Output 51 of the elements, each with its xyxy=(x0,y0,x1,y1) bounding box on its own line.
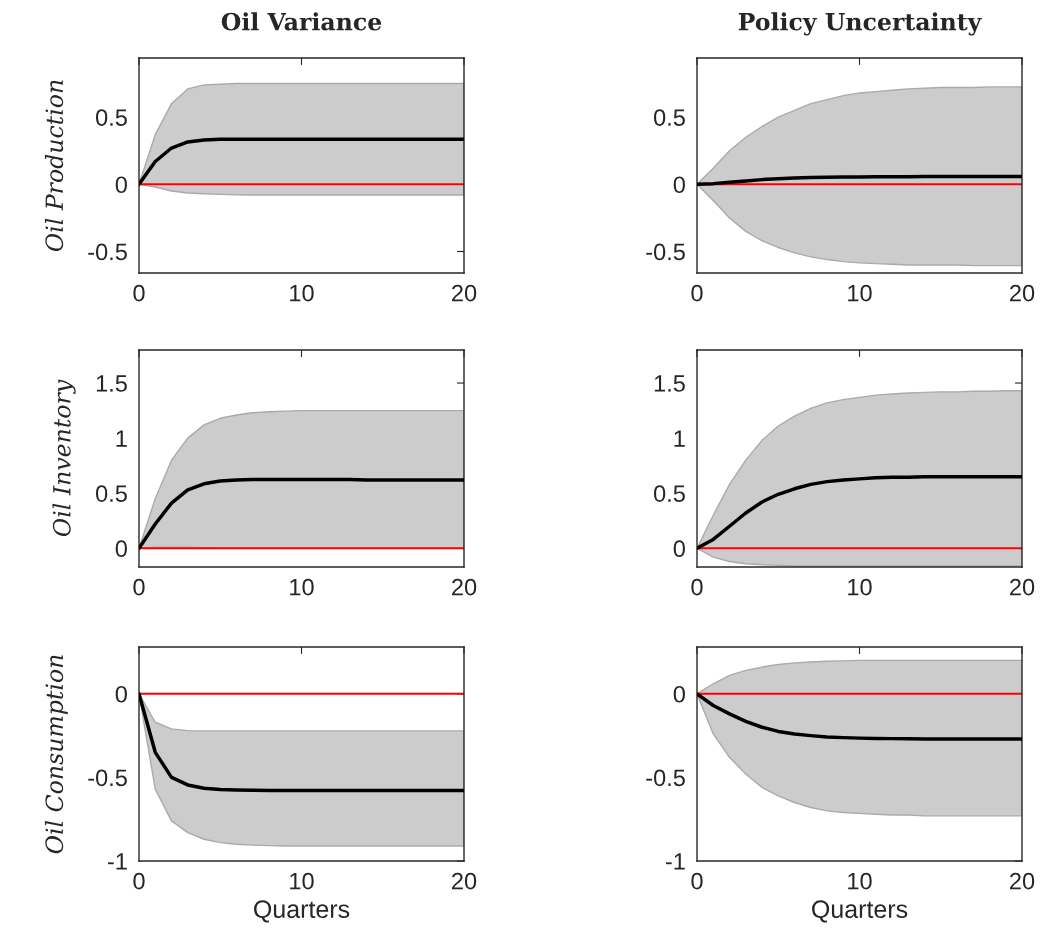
x-tick-label: 20 xyxy=(1010,284,1035,302)
y-tick-label: 0.5 xyxy=(653,109,685,126)
x-tick-label: 20 xyxy=(452,284,477,302)
y-tick-label: 0.5 xyxy=(95,109,127,126)
x-tick-label: 0 xyxy=(691,872,703,890)
x-axis-title: Quarters xyxy=(812,900,908,923)
x-tick-label: 10 xyxy=(848,284,872,302)
x-tick-label: 20 xyxy=(452,578,477,596)
y-tick-label: 0.5 xyxy=(653,485,685,502)
x-axis-title: Quarters xyxy=(254,900,350,923)
y-tick-label: 0 xyxy=(115,176,127,194)
y-tick-label: 0 xyxy=(115,540,127,558)
line-series xyxy=(697,692,1022,741)
x-tick-label: 0 xyxy=(691,284,703,302)
y-tick-label: -0.5 xyxy=(88,243,127,261)
x-tick-label: 0 xyxy=(691,578,703,596)
y-tick-label: -0.5 xyxy=(646,243,685,261)
x-tick-label: 20 xyxy=(1010,872,1035,890)
x-tick-label: 10 xyxy=(290,284,314,302)
y-tick-label: 0 xyxy=(673,685,685,703)
y-tick-label: 1.5 xyxy=(654,375,685,392)
y-tick-label: 1 xyxy=(116,430,127,447)
x-tick-label: 10 xyxy=(290,578,314,596)
x-tick-label: 20 xyxy=(1010,578,1035,596)
y-tick-label: -1 xyxy=(665,853,685,870)
x-tick-label: 20 xyxy=(452,872,477,890)
y-tick-label: 0 xyxy=(115,685,127,703)
line-series xyxy=(139,477,464,551)
x-tick-label: 10 xyxy=(848,578,872,596)
y-tick-label: -0.5 xyxy=(646,769,685,787)
line-series xyxy=(139,137,464,187)
y-tick-label: 0.5 xyxy=(95,485,127,502)
y-tick-label: 0 xyxy=(673,176,685,194)
x-tick-label: 0 xyxy=(133,578,145,596)
x-tick-label: 0 xyxy=(133,872,145,890)
y-axis-title: Oil Inventory xyxy=(52,379,76,537)
y-tick-label: -1 xyxy=(107,853,127,870)
x-tick-label: 0 xyxy=(133,284,145,302)
y-tick-label: 0 xyxy=(673,540,685,558)
y-tick-label: 1.5 xyxy=(96,375,127,392)
line-series xyxy=(697,474,1022,551)
chart-title: Policy Uncertainty xyxy=(738,12,982,36)
line-series xyxy=(139,692,464,793)
chart-title: Oil Variance xyxy=(221,12,382,31)
y-tick-label: -0.5 xyxy=(88,769,127,787)
y-tick-label: 1 xyxy=(674,430,685,447)
y-axis-title: Oil Production xyxy=(44,80,64,252)
x-tick-label: 10 xyxy=(848,872,872,890)
line-series xyxy=(697,174,1022,187)
x-tick-label: 10 xyxy=(290,872,314,890)
y-axis-title: Oil Consumption xyxy=(44,655,68,854)
